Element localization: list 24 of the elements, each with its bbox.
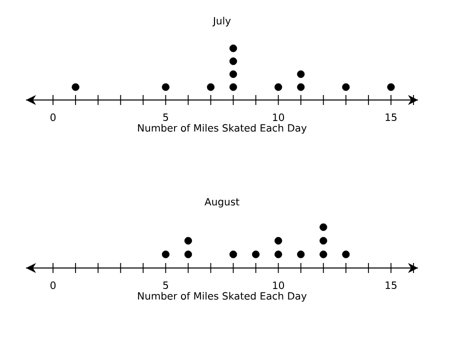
x-axis-title: Number of Miles Skated Each Day: [138, 124, 307, 134]
x-tick-label: 5: [163, 282, 168, 289]
point: [229, 83, 238, 91]
x-tick-label: 0: [50, 282, 56, 290]
x-tick-label: 5: [163, 114, 168, 121]
point: [387, 83, 395, 91]
x-tick-label: 10: [273, 282, 284, 290]
x-tick-label: 15: [386, 282, 396, 289]
x-tick-label: 15: [386, 114, 396, 121]
point: [229, 57, 238, 66]
point: [297, 83, 305, 91]
point: [297, 70, 305, 78]
point: [342, 83, 350, 91]
chart-title: July: [212, 16, 231, 26]
point: [274, 83, 282, 91]
x-tick-label: 0: [50, 114, 56, 122]
point: [229, 44, 238, 52]
x-axis-title: Number of Miles Skated Each Day: [138, 292, 307, 302]
point: [162, 83, 170, 91]
point: [229, 70, 238, 78]
chart-title: August: [204, 198, 240, 208]
point: [206, 83, 215, 91]
point: [72, 83, 80, 91]
x-tick-label: 10: [273, 114, 284, 122]
